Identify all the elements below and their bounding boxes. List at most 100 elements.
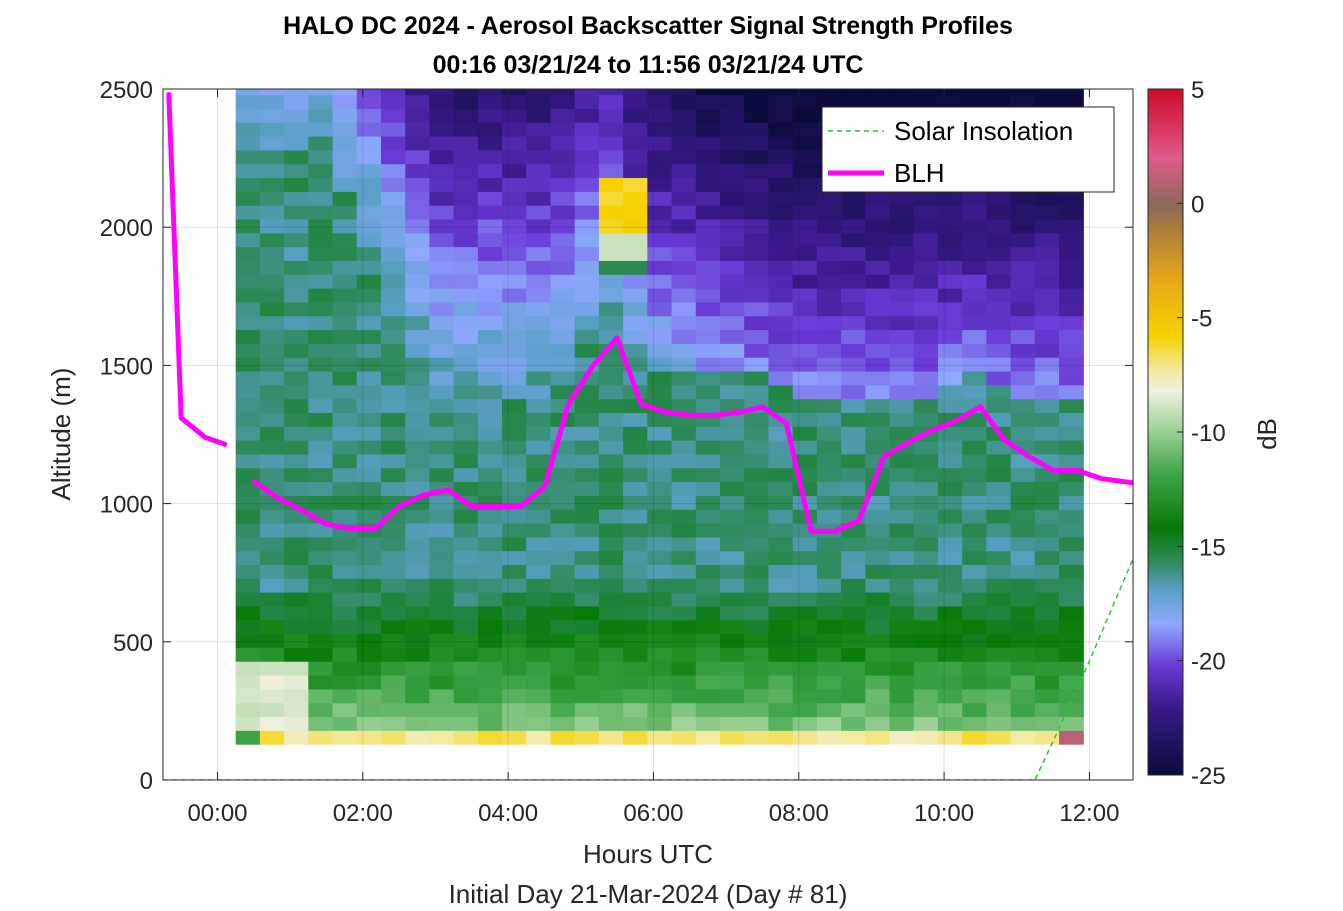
- heatmap-cell: [405, 315, 430, 331]
- colorbar-tick-label: -25: [1191, 763, 1226, 790]
- heatmap-cell: [550, 716, 576, 731]
- heatmap-cell: [744, 605, 770, 621]
- heatmap-cell: [308, 163, 334, 179]
- heatmap-cell: [841, 453, 866, 469]
- heatmap-cell: [405, 384, 430, 400]
- heatmap-cell: [1034, 674, 1060, 690]
- heatmap-cell: [284, 633, 309, 648]
- heatmap-cell: [768, 578, 794, 593]
- heatmap-cell: [235, 688, 261, 704]
- heatmap-cell: [720, 329, 745, 344]
- heatmap-cell: [380, 702, 406, 718]
- heatmap-cell: [1010, 398, 1036, 413]
- heatmap-cell: [1034, 370, 1060, 386]
- heatmap-cell: [744, 108, 770, 123]
- heatmap-cell: [695, 357, 721, 372]
- heatmap-cell: [235, 218, 261, 234]
- heatmap-cell: [647, 730, 673, 745]
- heatmap-cell: [235, 592, 261, 607]
- heatmap-cell: [405, 661, 430, 676]
- heatmap-cell: [913, 398, 939, 413]
- heatmap-cell: [792, 357, 818, 372]
- heatmap-cell: [574, 343, 600, 358]
- heatmap-cell: [695, 578, 721, 593]
- heatmap-cell: [332, 633, 358, 648]
- heatmap-cell: [841, 260, 866, 275]
- heatmap-cell: [1034, 205, 1060, 220]
- heatmap-cell: [647, 232, 673, 248]
- heatmap-cell: [477, 716, 503, 731]
- heatmap-cell: [720, 218, 745, 234]
- heatmap-cell: [1034, 260, 1060, 275]
- heatmap-cell: [477, 246, 503, 261]
- heatmap-cell: [671, 564, 697, 579]
- heatmap-cell: [913, 288, 939, 303]
- heatmap-cell: [623, 633, 648, 648]
- heatmap-cell: [550, 191, 576, 206]
- heatmap-cell: [744, 260, 770, 275]
- heatmap-cell: [865, 509, 891, 524]
- heatmap-cell: [913, 357, 939, 372]
- heatmap-cell: [744, 163, 770, 179]
- heatmap-cell: [986, 633, 1012, 648]
- heatmap-cell: [574, 633, 600, 648]
- heatmap-cell: [695, 453, 721, 469]
- heatmap-cell: [937, 661, 963, 676]
- colorbar-ticks: 50-5-10-15-20-25: [1177, 77, 1226, 790]
- heatmap-cell: [671, 398, 697, 413]
- y-tick-label: 1500: [100, 353, 153, 380]
- heatmap-cell: [792, 94, 818, 109]
- heatmap-cell: [380, 343, 406, 358]
- heatmap-cell: [477, 135, 503, 151]
- heatmap-cell: [550, 260, 576, 275]
- x-axis-ticks: 00:00 02:00 04:00 06:00 08:00 10:00 12:00: [187, 89, 1119, 827]
- heatmap-cell: [1010, 315, 1036, 331]
- heatmap-cell: [308, 592, 334, 607]
- heatmap-cell: [332, 370, 358, 386]
- heatmap-cell: [695, 674, 721, 690]
- heatmap-cell: [768, 315, 794, 331]
- heatmap-cell: [574, 315, 600, 331]
- heatmap-cell: [332, 674, 358, 690]
- heatmap-cell: [574, 260, 600, 275]
- heatmap-cell: [671, 453, 697, 469]
- heatmap-cell: [259, 163, 285, 179]
- heatmap-cell: [865, 274, 891, 289]
- heatmap-cell: [477, 232, 503, 248]
- heatmap-cell: [308, 578, 334, 593]
- heatmap-cell: [380, 177, 406, 192]
- heatmap-cell: [405, 509, 430, 524]
- heatmap-cell: [477, 661, 503, 676]
- heatmap-cell: [816, 218, 842, 234]
- heatmap-cell: [816, 495, 842, 510]
- heatmap-cell: [284, 453, 309, 469]
- heatmap-cell: [720, 674, 745, 690]
- heatmap-cell: [792, 205, 818, 220]
- heatmap-cell: [235, 329, 261, 344]
- heatmap-cell: [259, 564, 285, 579]
- heatmap-cell: [380, 633, 406, 648]
- heatmap-cell: [962, 274, 987, 289]
- heatmap-cell: [453, 481, 479, 496]
- heatmap-cell: [574, 578, 600, 593]
- y-tick-label: 2500: [100, 77, 153, 104]
- heatmap-cell: [380, 89, 406, 96]
- heatmap-cell: [550, 481, 576, 496]
- heatmap-cell: [744, 89, 770, 96]
- heatmap-cell: [308, 661, 334, 676]
- heatmap-cell: [768, 481, 794, 496]
- heatmap-cell: [937, 730, 963, 745]
- heatmap-cell: [841, 674, 866, 690]
- heatmap-cell: [259, 232, 285, 248]
- heatmap-cell: [865, 246, 891, 261]
- heatmap-cell: [962, 89, 987, 96]
- heatmap-cell: [308, 232, 334, 248]
- heatmap-cell: [695, 191, 721, 206]
- heatmap-cell: [526, 647, 552, 662]
- heatmap-cell: [526, 205, 552, 220]
- heatmap-cell: [889, 633, 915, 648]
- heatmap-cell: [356, 357, 382, 372]
- heatmap-cell: [308, 329, 334, 344]
- heatmap-cell: [502, 661, 527, 676]
- heatmap-cell: [405, 177, 430, 192]
